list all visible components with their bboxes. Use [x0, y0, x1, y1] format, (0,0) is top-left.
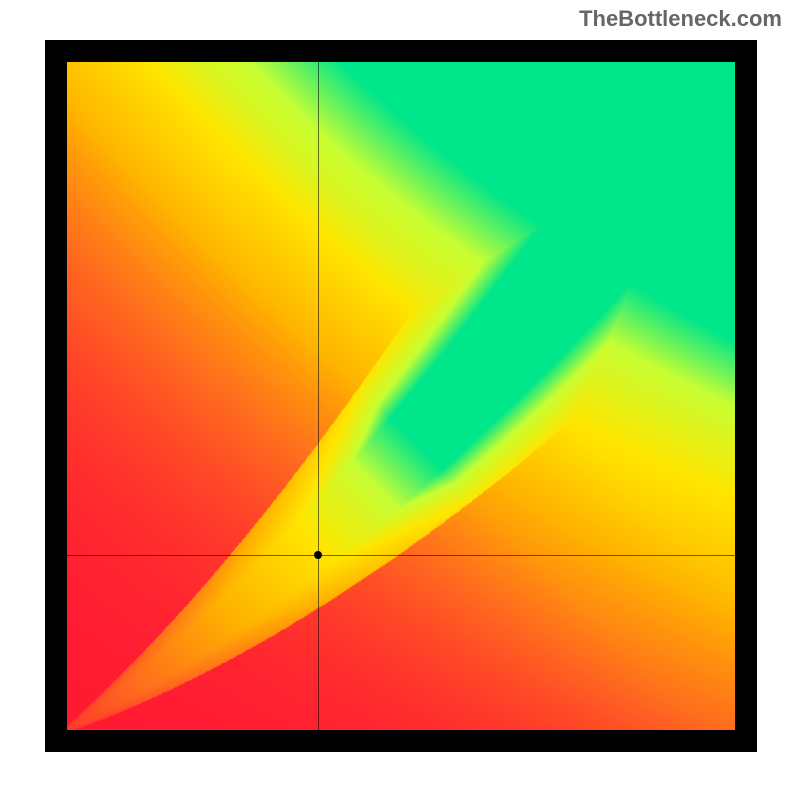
crosshair-vertical: [318, 62, 319, 730]
crosshair-horizontal: [67, 555, 735, 556]
chart-frame: [45, 40, 757, 752]
figure-container: TheBottleneck.com: [0, 0, 800, 800]
crosshair-point: [314, 551, 322, 559]
heatmap-canvas: [67, 62, 735, 730]
watermark-text: TheBottleneck.com: [579, 6, 782, 32]
plot-area: [67, 62, 735, 730]
